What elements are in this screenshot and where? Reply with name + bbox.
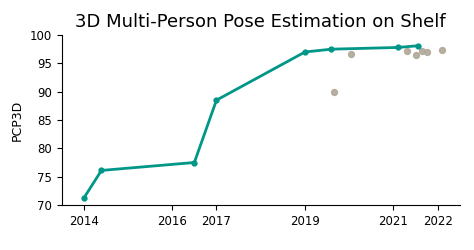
Point bbox=[423, 50, 430, 54]
Point bbox=[412, 53, 419, 57]
Point bbox=[347, 52, 355, 56]
Point bbox=[330, 90, 337, 94]
Point bbox=[403, 50, 410, 54]
Point bbox=[438, 48, 446, 52]
Y-axis label: PCP3D: PCP3D bbox=[11, 99, 24, 140]
Point bbox=[419, 49, 426, 53]
Title: 3D Multi-Person Pose Estimation on Shelf: 3D Multi-Person Pose Estimation on Shelf bbox=[75, 13, 446, 31]
